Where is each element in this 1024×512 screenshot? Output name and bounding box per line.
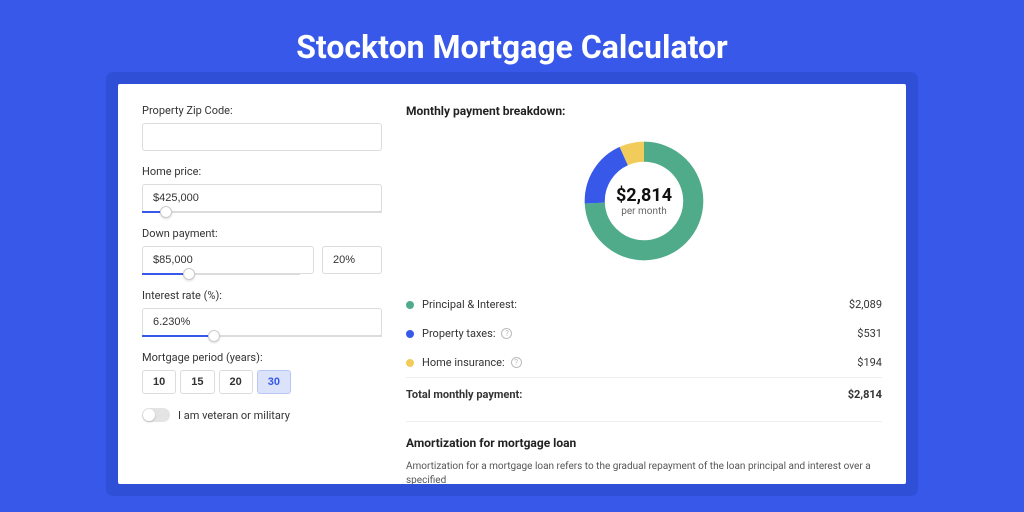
legend-dot <box>406 330 414 338</box>
down-payment-percent-input[interactable] <box>322 246 382 274</box>
total-amount: $2,814 <box>848 388 882 401</box>
info-icon[interactable]: ? <box>501 328 512 339</box>
legend: Principal & Interest: $2,089 Property taxe… <box>406 290 882 377</box>
home-price-field: Home price: <box>142 165 382 213</box>
donut-center-value: $2,814 <box>616 185 672 206</box>
legend-dot <box>406 301 414 309</box>
legend-row: Principal & Interest: $2,089 <box>406 290 882 319</box>
legend-row: Home insurance:? $194 <box>406 348 882 377</box>
veteran-label: I am veteran or military <box>178 409 290 422</box>
zip-input[interactable] <box>142 123 382 151</box>
legend-label: Principal & Interest: <box>422 298 517 311</box>
interest-rate-field: Interest rate (%): <box>142 289 382 337</box>
mortgage-period-label: Mortgage period (years): <box>142 351 382 364</box>
legend-amount: $531 <box>857 327 882 340</box>
period-button-20[interactable]: 20 <box>219 370 253 394</box>
home-price-label: Home price: <box>142 165 382 178</box>
zip-label: Property Zip Code: <box>142 104 382 117</box>
interest-rate-label: Interest rate (%): <box>142 289 382 302</box>
veteran-row: I am veteran or military <box>142 408 382 422</box>
interest-rate-input[interactable] <box>142 308 382 336</box>
legend-row: Property taxes:? $531 <box>406 319 882 348</box>
mortgage-period-field: Mortgage period (years): 10152030 <box>142 351 382 394</box>
total-label: Total monthly payment: <box>406 388 522 401</box>
calculator-card: Property Zip Code: Home price: Down paym… <box>118 84 906 484</box>
info-icon[interactable]: ? <box>511 357 522 368</box>
donut-center-sub: per month <box>621 206 667 217</box>
slider-thumb[interactable] <box>208 330 220 342</box>
period-button-15[interactable]: 15 <box>180 370 214 394</box>
amortization-title: Amortization for mortgage loan <box>406 436 882 450</box>
veteran-toggle[interactable] <box>142 408 170 422</box>
period-button-10[interactable]: 10 <box>142 370 176 394</box>
breakdown-title: Monthly payment breakdown: <box>406 104 882 118</box>
period-button-group: 10152030 <box>142 370 382 394</box>
down-payment-label: Down payment: <box>142 227 382 240</box>
donut-chart-wrap: $2,814 per month <box>406 128 882 284</box>
down-payment-slider[interactable] <box>142 273 300 275</box>
page-title: Stockton Mortgage Calculator <box>0 0 1024 84</box>
legend-total-row: Total monthly payment: $2,814 <box>406 377 882 409</box>
legend-amount: $194 <box>857 356 882 369</box>
slider-thumb[interactable] <box>183 268 195 280</box>
donut-chart: $2,814 per month <box>579 136 709 266</box>
home-price-slider[interactable] <box>142 211 382 213</box>
home-price-input[interactable] <box>142 184 382 212</box>
legend-label: Home insurance: <box>422 356 505 369</box>
toggle-knob <box>143 409 155 421</box>
slider-thumb[interactable] <box>160 206 172 218</box>
period-button-30[interactable]: 30 <box>257 370 291 394</box>
legend-dot <box>406 359 414 367</box>
input-panel: Property Zip Code: Home price: Down paym… <box>142 104 382 484</box>
amortization-section: Amortization for mortgage loan Amortizat… <box>406 421 882 484</box>
down-payment-amount-input[interactable] <box>142 246 314 274</box>
zip-field: Property Zip Code: <box>142 104 382 151</box>
legend-label: Property taxes: <box>422 327 495 340</box>
amortization-text: Amortization for a mortgage loan refers … <box>406 460 882 484</box>
legend-amount: $2,089 <box>849 298 882 311</box>
breakdown-panel: Monthly payment breakdown: $2,814 per mo… <box>406 104 882 484</box>
interest-rate-slider[interactable] <box>142 335 382 337</box>
down-payment-field: Down payment: <box>142 227 382 275</box>
